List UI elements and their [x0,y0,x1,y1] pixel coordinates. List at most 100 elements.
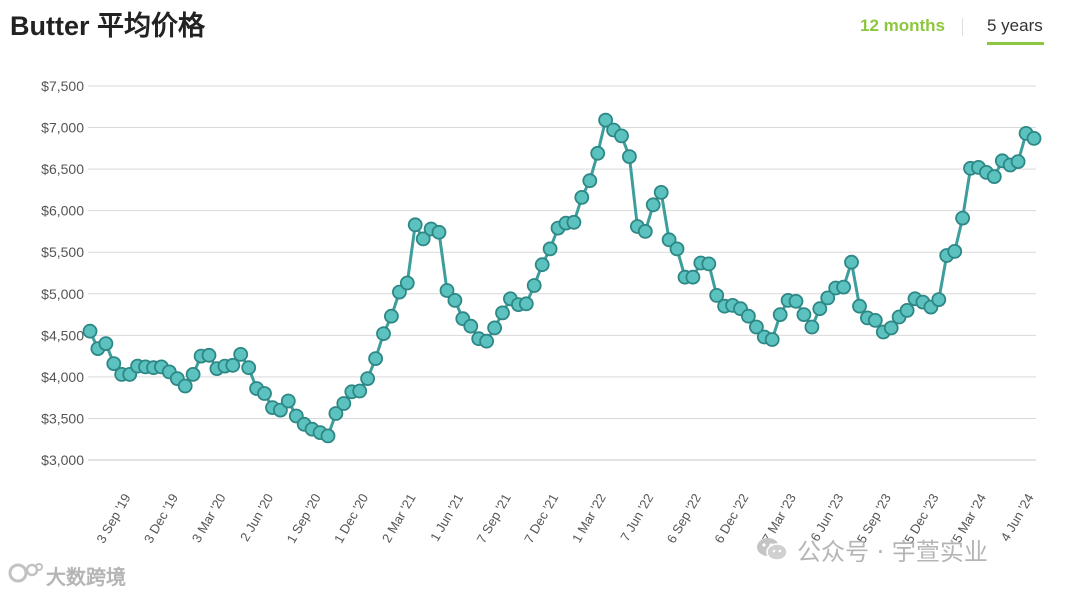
data-point[interactable] [487,320,503,336]
x-tick-label: 3 Mar '20 [189,491,229,545]
data-point[interactable] [637,223,653,239]
data-point[interactable] [582,173,598,189]
data-point[interactable] [749,319,764,335]
data-point[interactable] [352,383,368,399]
tab-separator [962,18,963,36]
data-point[interactable] [439,283,455,298]
y-axis-labels: $3,000 $3,500 $4,000 $4,500 $5,000 $5,500 $6,0… [41,78,84,468]
y-tick-label: $7,500 [41,78,84,94]
data-point[interactable] [955,210,970,226]
data-point[interactable] [495,305,510,321]
data-point[interactable] [257,386,272,401]
data-point[interactable] [622,149,637,165]
data-point[interactable] [479,333,495,349]
watermark-right: 公众号 · 宇萱实业 [797,538,988,566]
data-point[interactable] [804,319,820,335]
data-point[interactable] [383,308,399,324]
x-tick-label: 7 Jun '22 [617,491,656,544]
data-point[interactable] [534,257,550,273]
data-point[interactable] [669,241,685,257]
data-point[interactable] [106,356,122,372]
data-point[interactable] [431,224,447,240]
data-point[interactable] [566,214,582,230]
data-point[interactable] [542,241,558,257]
data-point[interactable] [328,406,344,421]
data-point[interactable] [653,184,669,200]
data-point[interactable] [201,347,217,363]
data-point[interactable] [407,217,423,233]
data-point[interactable] [280,393,296,409]
data-point[interactable] [661,232,677,248]
data-point[interactable] [764,332,780,347]
data-point[interactable] [820,290,836,306]
data-point[interactable] [614,128,629,144]
data-point[interactable] [177,378,193,394]
chart-title: Butter 平均价格 [10,11,205,41]
data-point[interactable] [272,402,288,418]
tab-12-months[interactable]: 12 months [860,16,946,35]
data-point[interactable] [844,254,859,270]
data-point[interactable] [415,231,431,247]
data-point[interactable] [574,189,590,205]
x-tick-label: 7 Sep '21 [474,491,514,546]
data-point[interactable] [812,301,828,317]
data-point[interactable] [598,112,613,128]
data-point[interactable] [376,326,391,342]
data-point[interactable] [185,366,201,382]
data-point[interactable] [225,357,241,373]
data-point[interactable] [82,323,98,339]
series-line [88,118,1035,438]
y-tick-label: $4,500 [41,327,84,343]
data-point[interactable] [391,284,407,300]
data-point[interactable] [796,307,812,323]
data-point[interactable] [709,287,725,303]
tab-5-years[interactable]: 5 years [987,16,1043,35]
data-point[interactable] [986,169,1002,185]
data-point[interactable] [526,278,542,293]
y-tick-label: $6,500 [41,161,84,177]
data-point[interactable] [867,312,883,328]
data-point[interactable] [772,307,788,323]
active-tab-underline [987,42,1044,45]
y-tick-label: $5,000 [41,286,84,302]
data-point[interactable] [685,269,701,285]
data-point[interactable] [518,296,534,312]
data-point[interactable] [899,302,915,318]
data-point[interactable] [98,336,114,352]
data-point[interactable] [931,292,947,308]
y-tick-label: $6,000 [41,203,84,219]
data-point[interactable] [590,145,606,161]
grid-lines [88,85,1036,461]
y-tick-label: $5,500 [41,244,84,260]
data-point[interactable] [741,308,756,324]
data-point[interactable] [788,293,804,309]
data-point[interactable] [852,298,867,314]
x-tick-label: 3 Dec '19 [141,491,181,546]
watermark-left: 大数跨境 [46,565,126,589]
y-tick-label: $4,000 [41,369,84,385]
y-tick-label: $3,000 [41,452,84,468]
data-point[interactable] [947,243,963,259]
x-tick-label: 6 Dec '22 [711,491,751,546]
data-point[interactable] [701,256,717,272]
x-tick-label: 3 Sep '19 [93,491,133,546]
data-point[interactable] [336,396,352,411]
data-point[interactable] [399,275,415,291]
data-point[interactable] [645,197,661,213]
data-point[interactable] [447,292,463,308]
data-point[interactable] [1010,154,1026,170]
data-point[interactable] [360,371,376,387]
x-tick-label: 1 Mar '22 [569,491,609,545]
data-point[interactable] [883,320,899,336]
x-tick-label: 7 Dec '21 [521,491,561,546]
data-point[interactable] [1026,130,1042,146]
x-tick-label: 1 Jun '21 [427,491,466,544]
data-point[interactable] [836,279,851,295]
data-point[interactable] [320,428,336,444]
data-point[interactable] [463,318,479,334]
data-point[interactable] [368,351,384,367]
y-tick-label: $7,000 [41,120,84,136]
data-point[interactable] [233,346,249,362]
data-point[interactable] [241,360,257,376]
